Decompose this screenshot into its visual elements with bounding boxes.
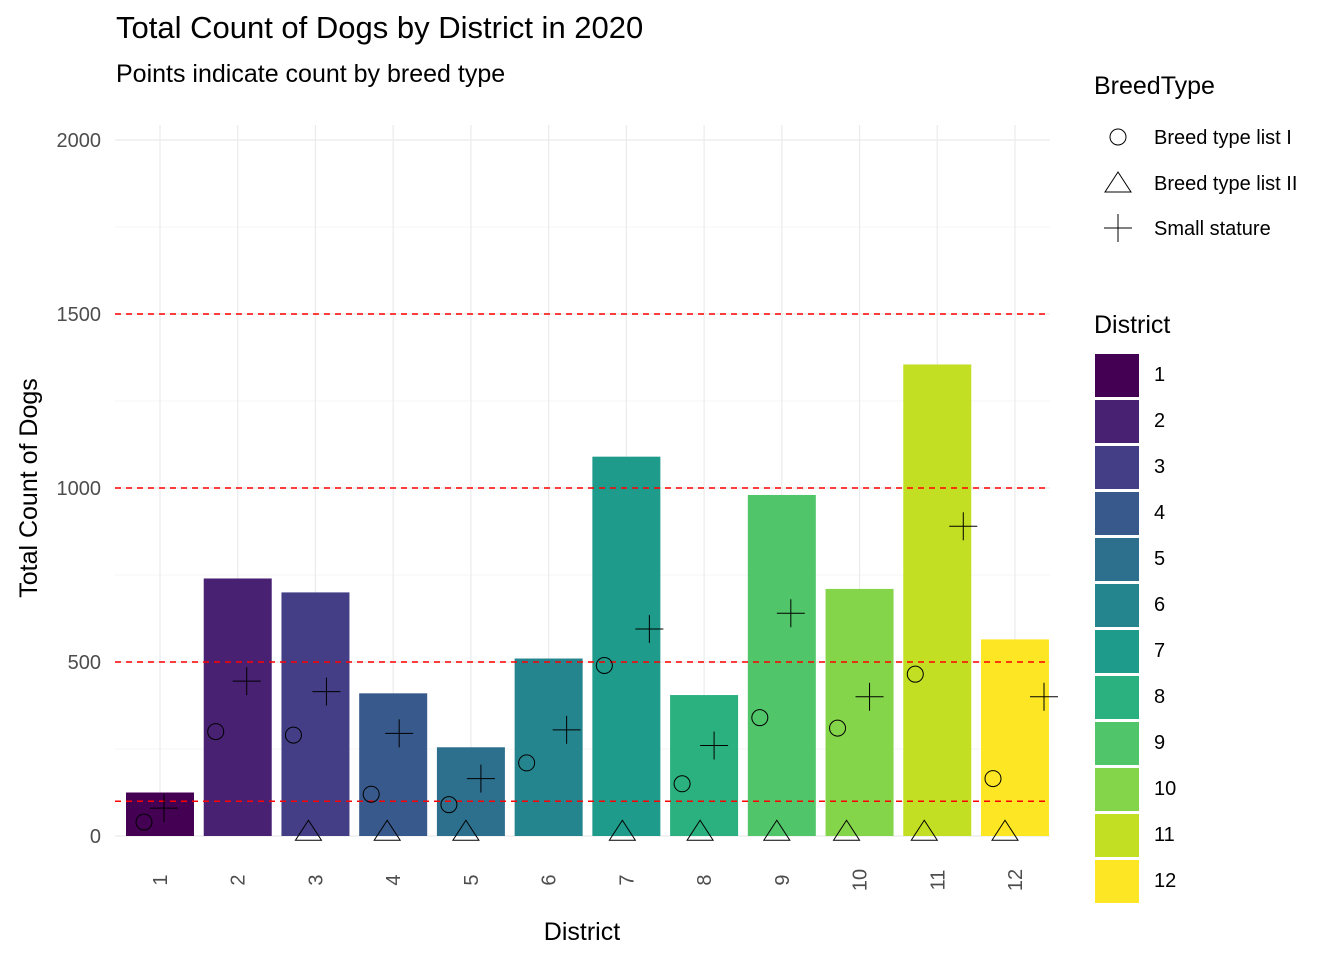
x-tick-label: 6 (539, 874, 561, 885)
legend-district-label: 11 (1154, 824, 1175, 846)
point-breed-list-2 (608, 819, 637, 841)
x-tick-label: 2 (228, 874, 250, 885)
bar-district-1 (126, 792, 194, 836)
point-breed-list-1 (984, 770, 1002, 788)
legend-swatch (1095, 538, 1139, 581)
legend-district-label: 10 (1154, 778, 1177, 800)
legend-swatch (1095, 722, 1139, 765)
legend-district-label: 4 (1154, 502, 1166, 524)
point-breed-list-1 (362, 785, 380, 803)
legend-district-label: 3 (1154, 456, 1166, 478)
legend-breed-item: Small stature (1154, 218, 1271, 240)
point-breed-list-1 (751, 709, 769, 727)
bar-district-12 (981, 639, 1049, 836)
legend-plus-key (1104, 214, 1132, 242)
y-tick-label: 500 (68, 652, 101, 674)
bar-district-11 (903, 364, 972, 836)
bar-district-9 (747, 494, 816, 836)
breed-legend-title: BreedType (1094, 72, 1215, 100)
legend-swatch (1095, 630, 1139, 673)
point-breed-list-2 (910, 819, 939, 841)
bar-district-6 (514, 658, 583, 836)
x-tick-label: 10 (850, 869, 872, 891)
point-breed-list-2 (373, 819, 402, 841)
legend-district-label: 8 (1154, 686, 1166, 708)
legend-swatch (1095, 814, 1139, 857)
bar-district-7 (592, 456, 661, 836)
legend-district-label: 6 (1154, 594, 1166, 616)
legend-district-label: 12 (1154, 870, 1177, 892)
bar-district-3 (281, 592, 350, 836)
x-tick-label: 8 (694, 874, 716, 885)
x-tick-label: 7 (616, 874, 638, 885)
legend-circle-key (1109, 128, 1127, 146)
x-tick-label: 5 (461, 874, 483, 885)
bar-district-10 (825, 588, 894, 836)
point-breed-list-1 (135, 813, 153, 831)
point-breed-list-1 (595, 656, 613, 674)
bar-district-5 (436, 747, 505, 836)
legend-swatch (1095, 768, 1139, 811)
legend-district-label: 9 (1154, 732, 1166, 754)
legend-swatch (1095, 860, 1139, 903)
chart-title: Total Count of Dogs by District in 2020 (116, 10, 644, 45)
y-tick-label: 0 (90, 826, 101, 848)
point-breed-list-2 (686, 819, 715, 841)
legend-breed-item: Breed type list I (1154, 127, 1292, 149)
point-breed-list-2 (762, 819, 791, 841)
legend-swatch (1095, 446, 1139, 489)
point-breed-list-1 (440, 796, 458, 814)
legend-swatch (1095, 492, 1139, 535)
chart-subtitle: Points indicate count by breed type (116, 60, 506, 88)
point-breed-list-2 (991, 819, 1019, 841)
point-breed-list-1 (829, 719, 847, 737)
legend-swatch (1095, 676, 1139, 719)
point-breed-list-1 (207, 723, 225, 741)
bar-district-4 (359, 693, 428, 836)
legend-district-label: 7 (1154, 640, 1166, 662)
legend-breed-item: Breed type list II (1154, 173, 1298, 195)
legend-triangle-key (1104, 171, 1132, 193)
legend-swatch (1095, 584, 1139, 627)
district-legend-title: District (1094, 311, 1171, 339)
x-tick-label: 1 (150, 874, 172, 885)
point-breed-list-2 (451, 819, 480, 841)
legend-district-label: 5 (1154, 548, 1166, 570)
y-axis-title: Total Count of Dogs (15, 378, 43, 598)
x-tick-label: 3 (305, 874, 327, 885)
x-tick-label: 4 (383, 874, 405, 885)
x-tick-label: 9 (772, 874, 794, 885)
point-breed-list-1 (284, 726, 302, 744)
y-tick-label: 1000 (57, 478, 102, 500)
y-tick-label: 1500 (57, 304, 102, 326)
bar-district-2 (203, 578, 272, 836)
x-tick-label: 11 (927, 870, 949, 891)
point-breed-list-2 (294, 819, 323, 841)
legend-swatch (1095, 354, 1139, 397)
legend-district-label: 1 (1154, 364, 1166, 386)
x-axis-title: District (544, 918, 620, 946)
x-tick-label: 12 (1005, 869, 1027, 891)
point-breed-list-2 (832, 819, 861, 841)
point-breed-list-1 (673, 775, 691, 793)
legend-swatch (1095, 400, 1139, 443)
legend-district-label: 2 (1154, 410, 1166, 432)
point-breed-list-1 (906, 665, 924, 683)
point-breed-list-1 (518, 754, 536, 772)
bar-district-8 (670, 695, 739, 836)
y-tick-label: 2000 (57, 130, 102, 152)
